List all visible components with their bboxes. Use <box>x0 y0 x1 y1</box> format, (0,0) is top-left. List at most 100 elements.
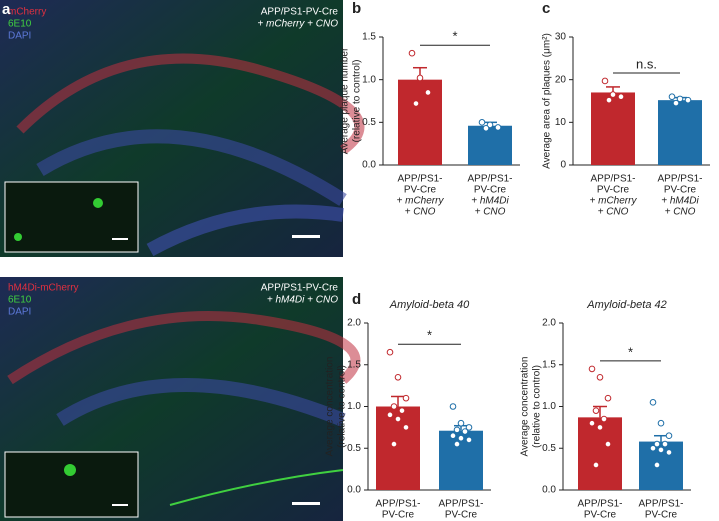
data-point <box>461 428 469 435</box>
micrograph-bottom: hM4Di-mCherry 6E10 DAPI APP/PS1-PV-Cre +… <box>0 277 361 521</box>
chart-title: Amyloid-beta 40 <box>389 299 470 311</box>
significance-label: * <box>628 344 633 359</box>
image-caption: APP/PS1-PV-Cre <box>261 283 339 294</box>
data-point <box>465 436 473 444</box>
y-axis-label: (relative to control) <box>532 365 543 448</box>
significance-label: n.s. <box>636 56 657 71</box>
x-tick-label: + hM4Di <box>661 196 699 207</box>
y-tick-label: 1.0 <box>347 401 361 412</box>
data-point <box>596 424 604 431</box>
data-point <box>408 49 416 57</box>
data-point <box>402 394 410 402</box>
x-tick-label: APP/PS1- <box>638 499 683 510</box>
data-point <box>494 124 502 131</box>
data-point <box>665 449 673 456</box>
panel-label: b <box>352 0 361 17</box>
y-tick-label: 20 <box>555 74 567 85</box>
data-point <box>457 419 465 427</box>
data-point <box>661 440 669 448</box>
data-point <box>649 399 657 406</box>
data-point <box>676 95 684 103</box>
panel-label: c <box>542 0 550 17</box>
x-tick-label: PV-Cre <box>404 185 437 196</box>
data-point <box>449 403 457 410</box>
data-point <box>592 407 600 414</box>
data-point <box>390 440 398 448</box>
panel-label: a <box>2 1 11 18</box>
x-tick-label: + CNO <box>665 207 696 218</box>
data-point <box>394 373 402 381</box>
y-tick-label: 30 <box>555 32 567 43</box>
data-point <box>398 407 406 414</box>
bar <box>398 79 442 165</box>
y-tick-label: 0 <box>560 160 566 171</box>
data-point <box>609 91 617 98</box>
image-caption: APP/PS1-PV-Cre <box>261 7 339 18</box>
panel-label: d <box>352 291 361 308</box>
y-tick-label: 0.0 <box>362 160 376 171</box>
data-point <box>402 424 410 431</box>
y-tick-label: 0.0 <box>542 485 556 496</box>
data-point <box>478 119 486 126</box>
x-tick-label: + hM4Di <box>471 196 509 207</box>
data-point <box>604 440 612 448</box>
data-point <box>482 125 490 132</box>
y-axis-label: Average plaque number <box>340 47 351 154</box>
y-tick-label: 2.0 <box>542 318 556 329</box>
y-tick-label: 0.5 <box>542 443 556 454</box>
x-tick-label: APP/PS1- <box>657 174 702 185</box>
data-point <box>668 93 676 101</box>
data-point <box>684 96 692 104</box>
image-label: DAPI <box>8 307 31 318</box>
y-tick-label: 0.5 <box>362 117 376 128</box>
image-caption: + hM4Di + CNO <box>267 295 338 306</box>
x-tick-label: + CNO <box>475 207 506 218</box>
data-point <box>386 411 394 419</box>
data-point <box>600 415 608 423</box>
x-tick-label: PV-Cre <box>584 510 617 521</box>
data-point <box>465 424 473 431</box>
x-tick-label: APP/PS1- <box>467 174 512 185</box>
x-tick-label: APP/PS1- <box>438 499 483 510</box>
x-tick-label: + CNO <box>405 207 436 218</box>
data-point <box>617 93 625 101</box>
image-caption: + mCherry + CNO <box>257 19 338 30</box>
bar <box>468 125 512 165</box>
x-tick-label: + mCherry <box>397 196 445 207</box>
data-point <box>657 419 665 427</box>
y-tick-label: 1.5 <box>542 359 556 370</box>
y-axis-label: Average concentration <box>520 357 531 457</box>
x-tick-label: APP/PS1- <box>590 174 635 185</box>
y-axis-label: Average area of plaques (μm²) <box>542 33 553 169</box>
bar <box>658 100 702 165</box>
data-point <box>653 461 661 469</box>
y-tick-label: 0.0 <box>347 485 361 496</box>
y-tick-label: 1.0 <box>362 74 376 85</box>
data-point <box>394 415 402 423</box>
data-point <box>592 461 600 469</box>
x-tick-label: APP/PS1- <box>375 499 420 510</box>
image-label: 6E10 <box>8 295 32 306</box>
data-point <box>453 440 461 448</box>
significance-label: * <box>427 328 432 343</box>
y-tick-label: 2.0 <box>347 318 361 329</box>
x-tick-label: + CNO <box>598 207 629 218</box>
y-tick-label: 1.0 <box>542 401 556 412</box>
x-tick-label: APP/PS1- <box>397 174 442 185</box>
data-point <box>604 394 612 402</box>
data-point <box>453 426 461 434</box>
image-label: DAPI <box>8 31 31 42</box>
y-axis-label: Average concentration <box>325 357 336 457</box>
x-tick-label: PV-Cre <box>597 185 630 196</box>
y-tick-label: 1.5 <box>362 32 376 43</box>
x-tick-label: PV-Cre <box>645 510 678 521</box>
data-point <box>649 444 657 452</box>
data-point <box>390 403 398 410</box>
data-point <box>416 74 424 82</box>
image-label: mCherry <box>8 7 46 18</box>
x-tick-label: PV-Cre <box>445 510 478 521</box>
data-point <box>386 348 394 356</box>
image-label: 6E10 <box>8 19 32 30</box>
micrograph-top: mCherry 6E10 DAPI APP/PS1-PV-Cre + mCher… <box>0 0 365 257</box>
